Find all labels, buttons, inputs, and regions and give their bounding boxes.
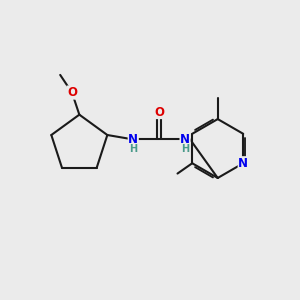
Text: N: N [128, 133, 138, 146]
Text: N: N [180, 133, 190, 146]
Text: O: O [67, 86, 77, 99]
Text: H: H [181, 144, 189, 154]
Text: O: O [154, 106, 164, 118]
Text: H: H [129, 144, 137, 154]
Text: N: N [238, 157, 248, 170]
